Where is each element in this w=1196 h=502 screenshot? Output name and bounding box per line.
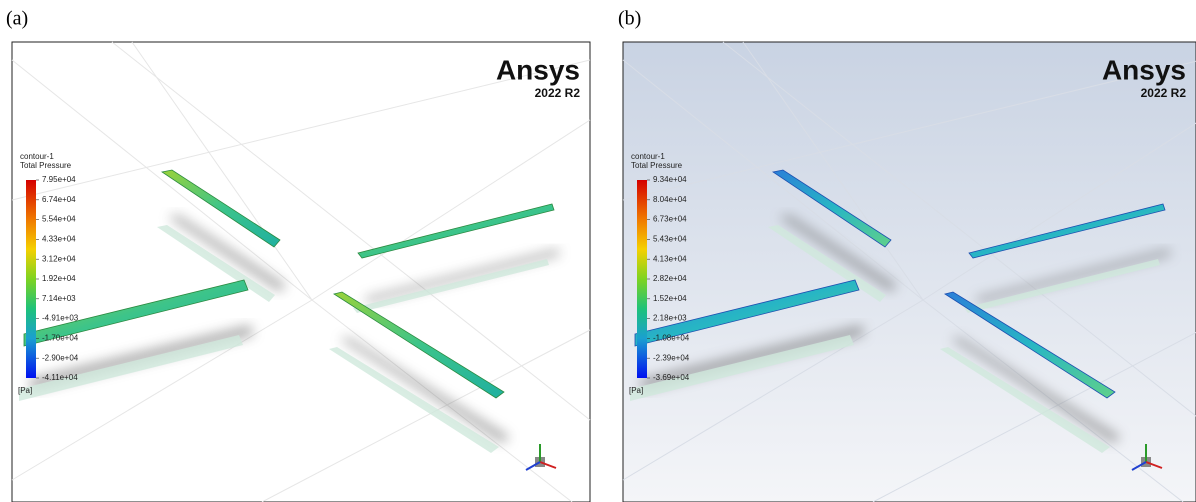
- blade-shadow: [168, 215, 286, 292]
- brand-name: Ansys: [496, 54, 580, 85]
- legend-variable: Total Pressure: [20, 161, 72, 170]
- colorbar-label: 2.82e+04: [653, 274, 687, 283]
- legend-unit: [Pa]: [18, 386, 32, 395]
- floor-grid: [622, 299, 924, 481]
- colorbar-label: -4.11e+04: [42, 373, 78, 382]
- blade-reflection: [329, 347, 499, 453]
- colorbar-label: -2.90e+04: [42, 353, 79, 362]
- colorbar-label: -4.91e+03: [42, 314, 79, 323]
- blade: [771, 169, 892, 248]
- blade-reflection: [940, 347, 1110, 453]
- blade-shadow: [779, 215, 897, 292]
- floor-grid: [11, 59, 591, 201]
- colorbar-label: 5.43e+04: [653, 235, 687, 244]
- floor-grid: [311, 119, 591, 301]
- floor-grid: [742, 41, 924, 301]
- floor-grid: [622, 60, 1196, 201]
- blade: [968, 203, 1166, 259]
- colorbar-label: -1.70e+04: [42, 334, 79, 343]
- triad-z: [525, 461, 541, 471]
- triad-x: [1145, 461, 1163, 469]
- blade-shadow: [340, 337, 510, 443]
- triad-z: [1131, 461, 1147, 471]
- blade-shadow: [951, 337, 1121, 443]
- legend-unit: [Pa]: [629, 386, 643, 395]
- colorbar: [26, 180, 36, 378]
- floor-grid: [922, 122, 1196, 301]
- colorbar-label: 6.73e+04: [653, 215, 687, 224]
- blade: [160, 169, 281, 248]
- blade-reflection: [630, 335, 854, 401]
- blade-shadow: [364, 249, 560, 303]
- blade-shadow: [975, 249, 1171, 303]
- colorbar-label: 2.18e+03: [653, 314, 687, 323]
- colorbar-label: 7.95e+04: [42, 175, 76, 184]
- floor-grid: [261, 329, 591, 502]
- triad-x: [539, 461, 557, 469]
- legend-variable: Total Pressure: [631, 161, 683, 170]
- colorbar-label: 4.33e+04: [42, 235, 76, 244]
- colorbar-label: 6.74e+04: [42, 195, 76, 204]
- legend-title: contour-1: [20, 152, 54, 161]
- blade: [357, 203, 555, 259]
- panel-label: (a): [6, 8, 28, 30]
- blade: [333, 291, 505, 399]
- floor-grid: [722, 41, 1196, 417]
- panel-label: (b): [618, 8, 641, 30]
- brand-name: Ansys: [1102, 54, 1186, 85]
- colorbar-label: -1.08e+04: [653, 334, 690, 343]
- colorbar-label: 3.12e+04: [42, 254, 76, 263]
- colorbar-label: -3.69e+04: [653, 373, 690, 382]
- colorbar-label: 1.52e+04: [653, 294, 687, 303]
- floor-grid: [131, 41, 313, 301]
- blade: [634, 279, 860, 347]
- blade: [944, 291, 1116, 399]
- brand-version: 2022 R2: [1141, 86, 1187, 100]
- colorbar: [637, 180, 647, 378]
- colorbar-label: 9.34e+04: [653, 175, 687, 184]
- colorbar-label: 8.04e+04: [653, 195, 687, 204]
- blade-reflection: [19, 335, 243, 401]
- brand-version: 2022 R2: [535, 86, 581, 100]
- colorbar-label: 7.14e+03: [42, 294, 76, 303]
- render-background: [11, 41, 591, 502]
- legend-title: contour-1: [631, 152, 665, 161]
- floor-grid: [111, 41, 591, 421]
- floor-grid: [11, 299, 313, 481]
- floor-grid: [872, 332, 1196, 502]
- colorbar-label: 1.92e+04: [42, 274, 76, 283]
- blade-reflection: [353, 259, 549, 313]
- colorbar-label: 4.13e+04: [653, 254, 687, 263]
- blade-reflection: [964, 259, 1160, 313]
- colorbar-label: 5.54e+04: [42, 215, 76, 224]
- blade: [23, 279, 249, 347]
- colorbar-label: -2.39e+04: [653, 353, 690, 362]
